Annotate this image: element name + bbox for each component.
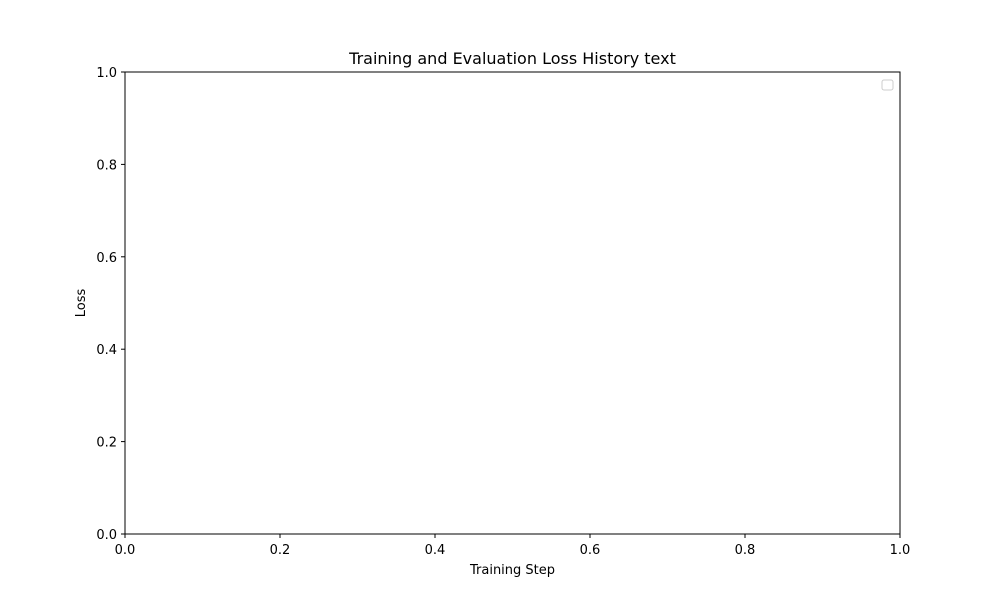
chart-title: Training and Evaluation Loss History tex…: [348, 49, 676, 68]
legend-box: [881, 79, 894, 91]
y-tick-label: 1.0: [96, 66, 117, 81]
plot-area-frame: [124, 71, 901, 535]
x-tick-label: 0.8: [735, 543, 756, 558]
y-tick-label: 0.0: [96, 528, 117, 543]
y-tick-label: 0.6: [96, 251, 117, 266]
x-tick-label: 0.2: [270, 543, 291, 558]
x-axis-ticks: 0.0 0.2 0.4 0.6 0.8 1.0: [115, 534, 911, 558]
y-axis-label: Loss: [74, 289, 89, 318]
x-tick-label: 0.0: [115, 543, 136, 558]
y-tick-label: 0.4: [96, 343, 117, 358]
y-tick-label: 0.8: [96, 158, 117, 173]
y-axis-ticks: 0.0 0.2 0.4 0.6 0.8 1.0: [96, 66, 125, 543]
x-axis-label: Training Step: [469, 563, 555, 578]
x-tick-label: 0.4: [425, 543, 446, 558]
x-tick-label: 0.6: [580, 543, 601, 558]
x-tick-label: 1.0: [890, 543, 911, 558]
y-tick-label: 0.2: [96, 436, 117, 451]
